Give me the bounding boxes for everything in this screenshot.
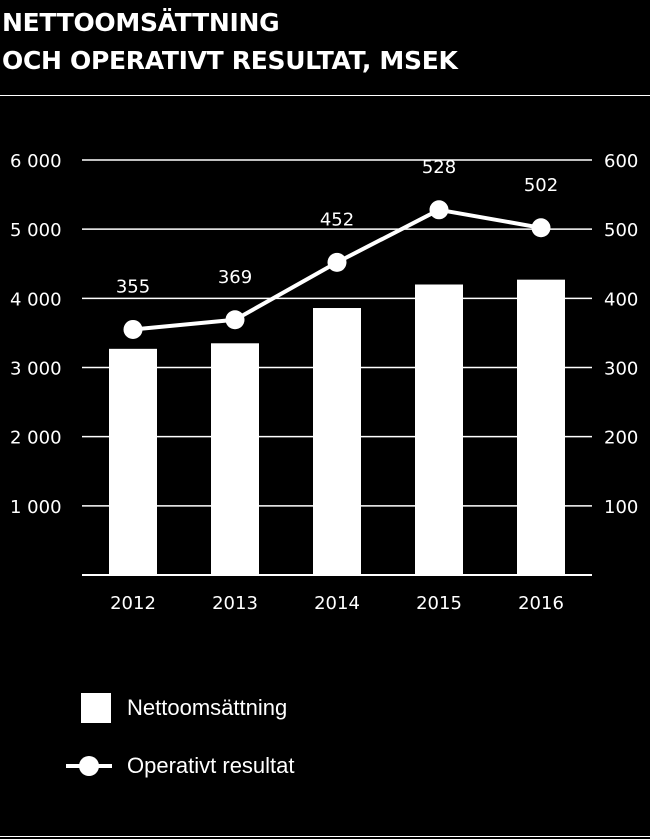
right-tick-label: 600 (604, 151, 638, 172)
left-tick-label: 6 000 (10, 151, 62, 172)
legend-bar-swatch (81, 693, 111, 723)
bottom-divider (0, 836, 650, 837)
left-tick-label: 4 000 (10, 289, 62, 310)
left-tick-label: 2 000 (10, 428, 62, 449)
legend-label-nettoomsattning: Nettoomsättning (127, 695, 288, 720)
chart-title-line-2: OCH OPERATIVT RESULTAT, MSEK (2, 46, 458, 75)
line-data-label: 452 (320, 209, 354, 230)
right-tick-label: 400 (604, 289, 638, 310)
line-point-2013 (225, 310, 245, 330)
bar-2016 (517, 279, 565, 575)
chart-title-line-1: NETTOOMSÄTTNING (2, 8, 280, 37)
left-tick-label: 5 000 (10, 220, 62, 241)
line-data-label: 369 (218, 267, 252, 288)
x-tick-label: 2015 (416, 593, 462, 614)
right-tick-label: 200 (604, 428, 638, 449)
right-tick-label: 100 (604, 497, 638, 518)
line-point-2014 (327, 252, 347, 272)
line-data-label: 502 (524, 175, 558, 196)
legend-line-marker-icon (66, 756, 112, 776)
right-tick-label: 300 (604, 359, 638, 380)
left-axis-ticks: 1 000 2 000 3 000 4 000 5 000 6 000 (10, 151, 62, 518)
x-tick-label: 2014 (314, 593, 360, 614)
left-tick-label: 1 000 (10, 497, 62, 518)
x-tick-label: 2016 (518, 593, 564, 614)
bar-2013 (211, 343, 259, 575)
legend-label-operativt-resultat: Operativt resultat (127, 753, 295, 778)
x-axis-ticks: 2012 2013 2014 2015 2016 (110, 593, 564, 614)
line-data-label: 528 (422, 157, 456, 178)
bar-2012 (109, 348, 157, 575)
right-tick-label: 500 (604, 220, 638, 241)
bar-series (109, 279, 565, 575)
x-tick-label: 2012 (110, 593, 156, 614)
title-divider (0, 95, 650, 96)
line-series: 355 369 452 528 502 (116, 157, 558, 339)
left-tick-label: 3 000 (10, 359, 62, 380)
bar-2015 (415, 284, 463, 575)
bar-2014 (313, 308, 361, 575)
line-point-2016 (531, 218, 551, 238)
line-point-2015 (429, 200, 449, 220)
right-axis-ticks: 100 200 300 400 500 600 (604, 151, 638, 518)
chart-title: NETTOOMSÄTTNING OCH OPERATIVT RESULTAT, … (2, 4, 458, 80)
line-point-2012 (123, 319, 143, 339)
x-tick-label: 2013 (212, 593, 258, 614)
line-data-label: 355 (116, 276, 150, 297)
